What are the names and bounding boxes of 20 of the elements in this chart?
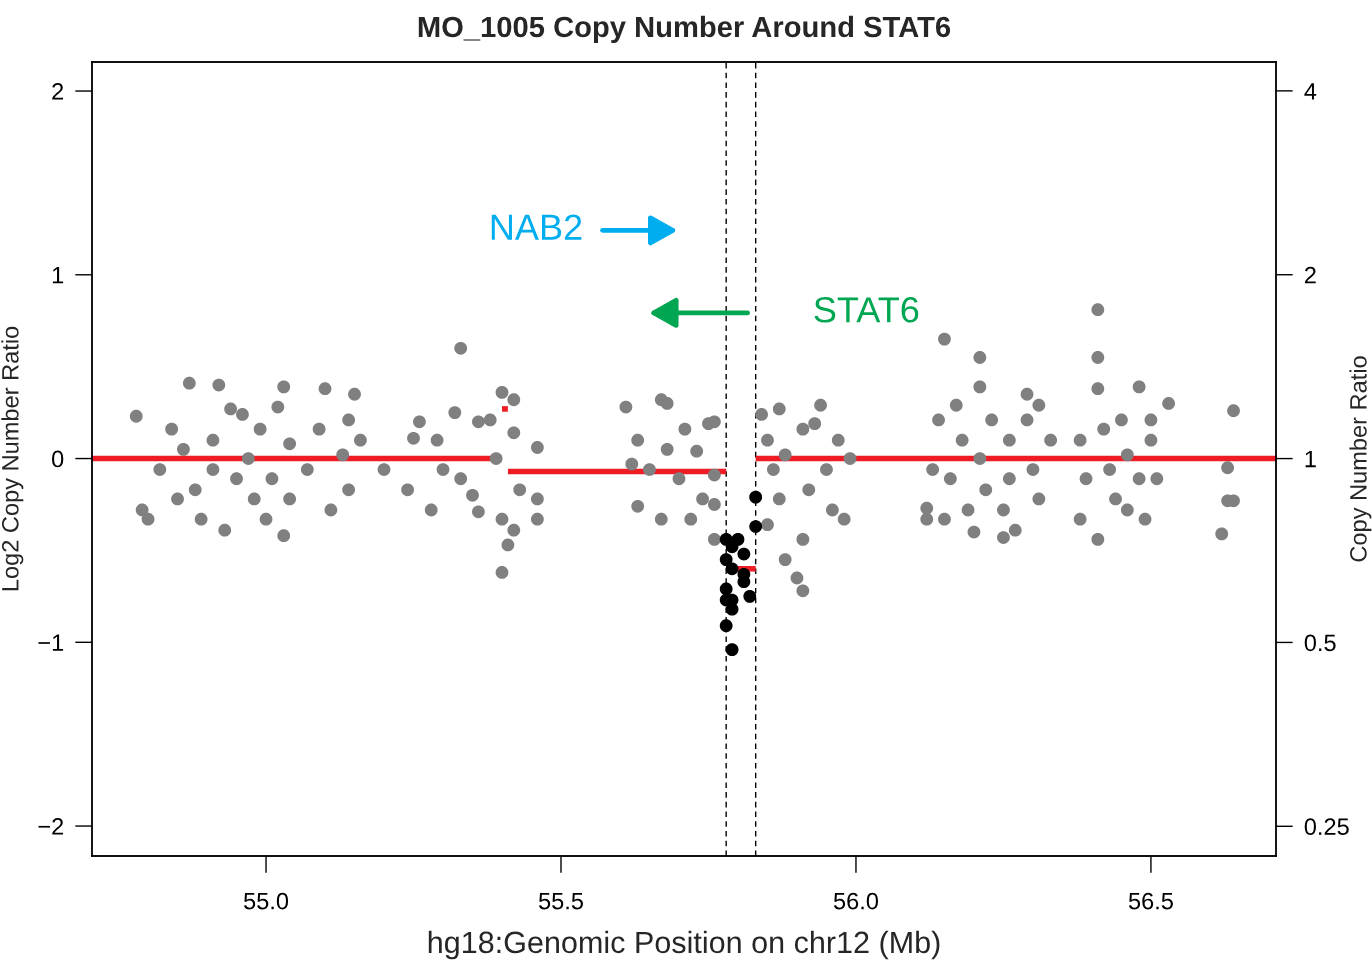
y2-axis-title: Copy Number Ratio <box>1349 356 1372 562</box>
x-tick-label: 55.0 <box>244 892 289 910</box>
x-tick-label: 56.0 <box>833 892 879 910</box>
x-tick-label: 55.5 <box>538 892 583 910</box>
x-axis-title: hg18:Genomic Position on chr12 (Mb) <box>428 930 940 960</box>
y-tick-label: −1 <box>38 634 64 651</box>
y-tick-label: 2 <box>52 83 64 100</box>
y-tick-label: 1 <box>52 267 64 284</box>
annotation: STAT6 <box>814 297 919 323</box>
y-tick-label: −2 <box>38 818 64 835</box>
y2-tick-label: 1 <box>1305 450 1316 468</box>
y2-tick-label: 0.5 <box>1304 634 1336 652</box>
y2-tick-label: 4 <box>1304 83 1317 100</box>
y-axis-title: Log2 Copy Number Ratio <box>1 326 24 591</box>
y-tick-label: 0 <box>52 450 64 468</box>
annotation: NAB2 <box>491 214 582 240</box>
y2-tick-label: 0.25 <box>1304 818 1349 836</box>
x-tick-label: 56.5 <box>1128 892 1173 910</box>
y2-tick-label: 2 <box>1304 266 1316 284</box>
chart-title: MO_1005 Copy Number Around STAT6 <box>418 15 951 44</box>
